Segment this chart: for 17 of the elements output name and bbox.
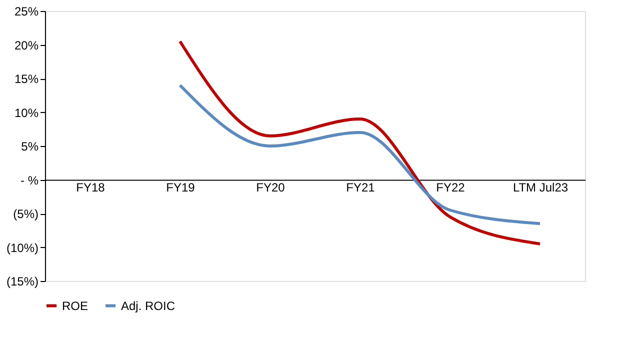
y-tick-label: 5% bbox=[21, 140, 39, 154]
x-tick-label: FY21 bbox=[346, 180, 376, 194]
y-tick-label: 10% bbox=[14, 106, 39, 120]
x-tick-label: FY20 bbox=[256, 180, 286, 194]
y-tick-label: - % bbox=[20, 173, 39, 188]
x-tick-label: FY18 bbox=[76, 180, 106, 194]
y-tick-label: (10%) bbox=[6, 240, 38, 255]
x-tick-label: FY19 bbox=[166, 180, 196, 194]
legend-label: ROE bbox=[62, 298, 88, 313]
x-tick-label: LTM Jul23 bbox=[512, 180, 568, 194]
y-tick-label: 25% bbox=[14, 4, 39, 18]
y-tick-label: (15%) bbox=[6, 274, 38, 288]
y-tick-label: 20% bbox=[14, 38, 39, 52]
x-tick-label: FY22 bbox=[436, 180, 466, 194]
legend-label: Adj. ROIC bbox=[121, 298, 176, 313]
y-tick-label: (5%) bbox=[13, 207, 38, 221]
y-tick-label: 15% bbox=[14, 72, 39, 86]
